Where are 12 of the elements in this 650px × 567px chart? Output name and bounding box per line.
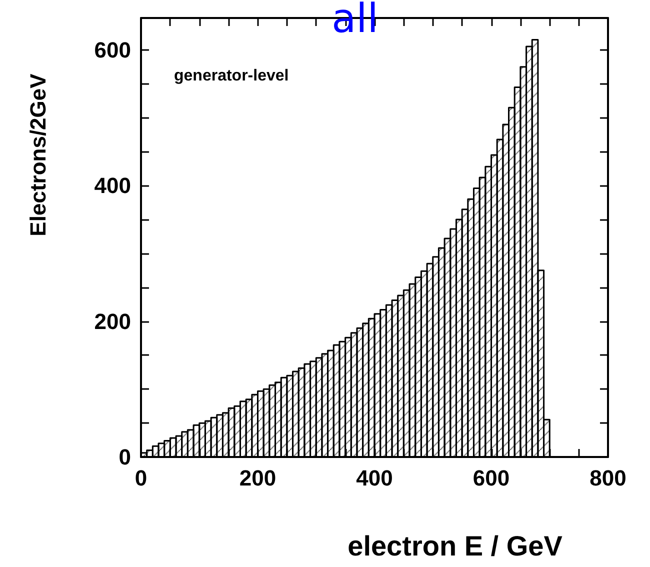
y-tick-label: 400	[94, 173, 131, 198]
x-axis-title: electron E / GeV	[348, 530, 563, 562]
y-tick-label: 600	[94, 37, 131, 62]
annotation: generator-level	[174, 68, 289, 84]
y-tick-label: 0	[118, 444, 131, 470]
y-axis-title: Electrons/2GeV	[26, 73, 50, 236]
x-tick-label: 600	[472, 466, 510, 490]
x-tick-label: 200	[239, 466, 276, 490]
x-tick-label: 800	[590, 466, 626, 490]
y-tick-label: 200	[94, 308, 131, 334]
x-tick-label: 0	[134, 466, 148, 490]
x-tick-label: 400	[356, 466, 393, 490]
